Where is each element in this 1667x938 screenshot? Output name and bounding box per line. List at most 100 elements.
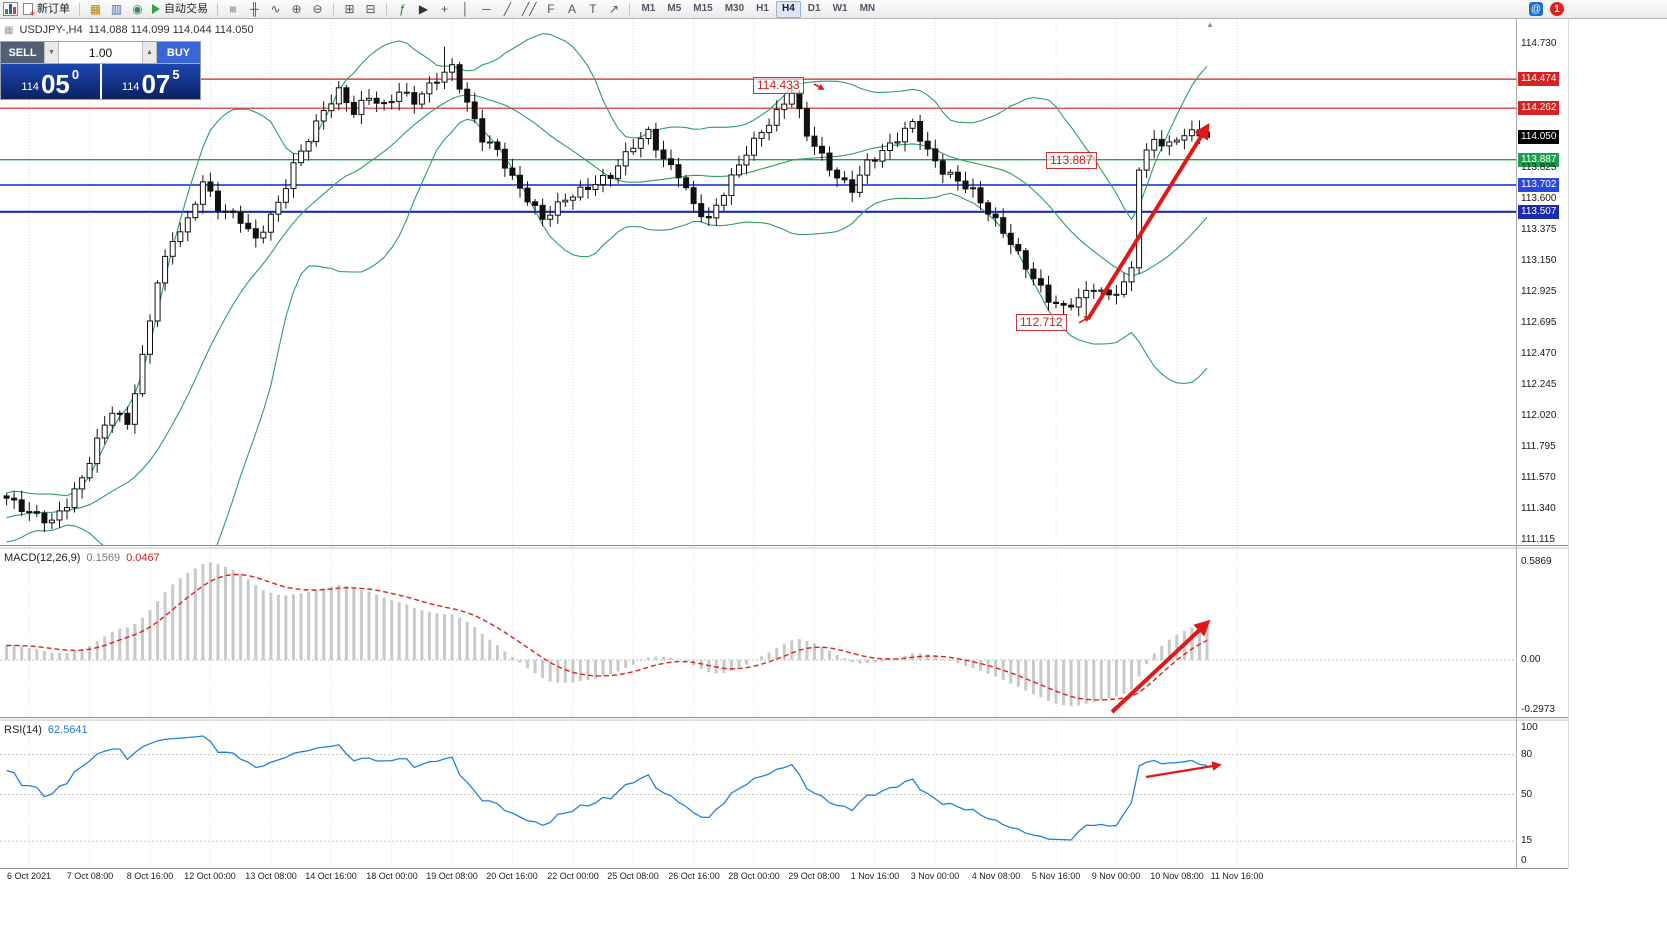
community-icon[interactable]: @	[1529, 2, 1543, 16]
panel-separator[interactable]	[0, 545, 1568, 550]
x-axis-label: 11 Nov 16:00	[1210, 871, 1264, 881]
new-order-button[interactable]: 新订单	[20, 1, 73, 18]
x-axis-label: 3 Nov 00:00	[910, 871, 960, 881]
ask-price-display[interactable]: 114 07 5	[101, 64, 200, 99]
macd-axis-label: 0.00	[1521, 654, 1541, 665]
panel-separator[interactable]	[0, 717, 1568, 722]
buy-button[interactable]: BUY	[157, 42, 200, 63]
price-annotation-113.887[interactable]: 113.887	[1046, 152, 1097, 169]
bid-big-digits: 05	[40, 69, 70, 100]
charts-grid-icon[interactable]: ▦	[89, 2, 102, 16]
timeframe-m15[interactable]: M15	[693, 3, 713, 14]
volume-decrease-button[interactable]: ▼	[44, 42, 59, 63]
timeframe-m1[interactable]: M1	[641, 3, 656, 14]
toolbar-separator	[333, 2, 334, 16]
candlestick-chart-icon[interactable]: ╫	[250, 2, 259, 16]
red-arrow[interactable]	[1078, 316, 1091, 324]
trendline-icon[interactable]: ╱	[503, 2, 512, 16]
rsi-panel-canvas[interactable]	[0, 722, 1516, 868]
app-icon	[3, 2, 18, 16]
market-watch-icon[interactable]: ◉	[132, 2, 143, 16]
x-axis-label: 26 Oct 16:00	[668, 871, 720, 881]
y-axis-label: 113.150	[1521, 255, 1557, 266]
text-icon[interactable]: A	[567, 2, 576, 16]
ohlc-values: 114.088 114.099 114.044 114.050	[88, 24, 254, 36]
volume-increase-button[interactable]: ▲	[142, 42, 157, 63]
y-axis-label: 114.730	[1521, 38, 1557, 49]
x-axis-label: 6 Oct 2021	[6, 871, 52, 881]
channel-icon[interactable]: ╱╱	[522, 2, 537, 16]
red-arrow[interactable]	[1145, 761, 1222, 779]
rsi-axis-label: 80	[1521, 749, 1533, 760]
price-annotation-112.712[interactable]: 112.712	[1016, 314, 1067, 331]
red-arrow[interactable]	[813, 83, 825, 90]
x-axis-label: 10 Nov 08:00	[1150, 871, 1204, 881]
price-axis-border	[1516, 19, 1517, 869]
label-icon[interactable]: T	[589, 2, 597, 16]
doc-icon	[23, 3, 35, 18]
timeframe-h1[interactable]: H1	[756, 3, 769, 14]
line-chart-icon[interactable]: ∿	[270, 2, 281, 16]
autotrade-button[interactable]: 自动交易	[149, 1, 211, 18]
toolbar: 新订单▦▥◉自动交易≡╫∿⊕⊖⊞⊟ƒ▶+│─╱╱╱FAT↗M1M5M15M30H…	[0, 0, 1667, 19]
price-annotation-114.433[interactable]: 114.433	[753, 77, 804, 94]
toolbar-separator	[217, 2, 218, 16]
main-chart-canvas[interactable]	[0, 19, 1516, 545]
rsi-label-row: RSI(14) 62.5641	[4, 724, 88, 736]
y-axis-label: 112.695	[1521, 317, 1557, 328]
macd-axis-label: 0.5869	[1521, 556, 1552, 567]
profiles-icon[interactable]: ▥	[110, 2, 123, 16]
tile-windows-icon[interactable]: ⊞	[344, 2, 355, 16]
zoom-out-icon[interactable]: ⊖	[312, 2, 323, 16]
bid-price-display[interactable]: 114 05 0	[1, 64, 100, 99]
vertical-line-icon[interactable]: │	[461, 2, 470, 16]
x-axis-label: 28 Oct 00:00	[728, 871, 780, 881]
rsi-axis-label: 15	[1521, 835, 1533, 846]
cursor-icon[interactable]: ▶	[418, 2, 429, 16]
timeframe-mn[interactable]: MN	[859, 3, 876, 14]
macd-label-row: MACD(12,26,9) 0.1569 0.0467	[4, 552, 160, 564]
crosshair-icon[interactable]: +	[440, 2, 448, 16]
rsi-axis-label: 50	[1521, 789, 1533, 800]
indicators-icon[interactable]: ƒ	[399, 2, 406, 16]
x-axis-label: 1 Nov 16:00	[850, 871, 900, 881]
red-arrow[interactable]	[1086, 122, 1210, 321]
rsi-axis-label: 0	[1521, 855, 1527, 866]
rsi-value: 62.5641	[47, 724, 88, 736]
timeframe-m30[interactable]: M30	[724, 3, 745, 14]
notification-badge[interactable]: 1	[1550, 2, 1564, 16]
timeframe-m5[interactable]: M5	[667, 3, 682, 14]
y-axis-label: 112.925	[1521, 286, 1557, 297]
time-axis[interactable]: 6 Oct 2021 7 Oct 08:00 8 Oct 16:00 12 Oct 0…	[0, 870, 1568, 886]
macd-panel-canvas[interactable]	[0, 550, 1516, 717]
volume-input[interactable]: 1.00	[88, 45, 113, 60]
chart-shift-marker-icon[interactable]: ▲	[1206, 20, 1214, 29]
zoom-in-icon[interactable]: ⊕	[291, 2, 302, 16]
y-axis-label: 111.795	[1521, 441, 1556, 452]
trade-panel-price-row: 114 05 0 114 07 5	[1, 64, 200, 99]
y-axis-label: 112.245	[1521, 379, 1557, 390]
autotrade-button-label: 自动交易	[164, 2, 208, 15]
timeframe-h4[interactable]: H4	[775, 0, 801, 18]
bid-prefix: 114	[21, 81, 39, 94]
sell-button[interactable]: SELL	[1, 42, 44, 63]
rsi-axis-label: 100	[1521, 722, 1538, 733]
horizontal-line-icon[interactable]: ─	[482, 2, 491, 16]
x-axis-label: 7 Oct 08:00	[66, 871, 114, 881]
x-axis-label: 13 Oct 08:00	[245, 871, 297, 881]
bar-chart-icon[interactable]: ≡	[226, 5, 241, 13]
one-click-trading-panel: SELL ▼ 1.00 ▲ BUY 114 05 0 114 07 5	[0, 41, 201, 100]
x-axis-label: 5 Nov 16:00	[1031, 871, 1081, 881]
x-axis-label: 20 Oct 16:00	[486, 871, 538, 881]
timeframe-w1[interactable]: W1	[832, 3, 848, 14]
x-axis-label: 19 Oct 08:00	[426, 871, 478, 881]
price-axis[interactable]: 114.730 114.474 114.262 114.050 113.887 113.8…	[1516, 19, 1568, 886]
y-axis-label: 113.600	[1521, 193, 1557, 204]
price-tag-113.507: 113.507	[1518, 205, 1560, 219]
x-axis-label: 25 Oct 08:00	[607, 871, 659, 881]
timeframe-d1[interactable]: D1	[807, 3, 821, 14]
red-arrow[interactable]	[1110, 619, 1211, 714]
fibonacci-icon[interactable]: F	[547, 2, 555, 16]
cascade-windows-icon[interactable]: ⊟	[365, 2, 376, 16]
arrows-icon[interactable]: ↗	[608, 2, 619, 16]
